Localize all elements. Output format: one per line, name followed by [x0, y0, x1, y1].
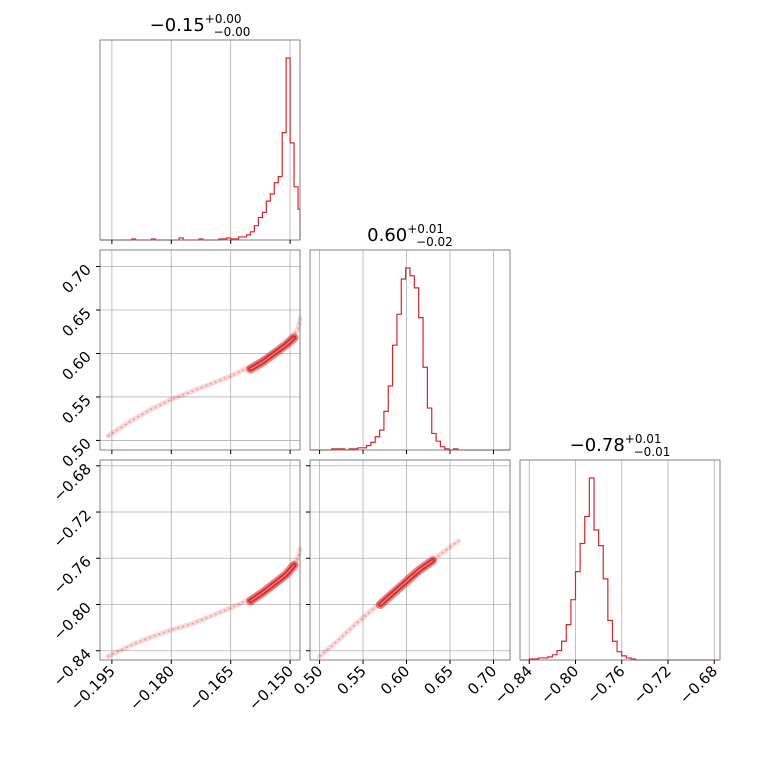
pair-2-3-xtick-label-2: 0.60 [377, 662, 413, 698]
pair-1-3-ytick-label-1: −0.80 [50, 599, 95, 644]
pair-1-3-contour-inner [250, 564, 295, 602]
pair-1-3-ytick-label-3: −0.72 [50, 506, 95, 551]
hist-3-xtick-label-2: −0.76 [583, 662, 628, 707]
pair-1-2-panel: 0.500.550.600.650.70 [58, 249, 303, 471]
pair-2-3-panel: 0.50 0.55 0.60 0.65 0.70 [290, 459, 511, 698]
hist-3-steps [520, 477, 719, 661]
pair-2-3-xtick-label-1: 0.55 [334, 662, 370, 698]
pair-1-2-contour-inner [250, 337, 295, 370]
pair-2-3-xtick-label-3: 0.65 [420, 662, 456, 698]
title-1-minus: −0.00 [214, 25, 251, 39]
title-1-plus: +0.00 [205, 12, 242, 26]
hist-3-xtick-label-4: −0.68 [676, 662, 721, 707]
pair-2-3-contour-inner [380, 560, 433, 605]
hist-2-steps [310, 267, 510, 451]
pair-1-3-frame [99, 459, 301, 661]
hist-3-frame [519, 459, 721, 661]
title-param-3: −0.78+0.01 −0.01 [570, 432, 671, 459]
pair-1-3-density-band [105, 546, 303, 659]
hist-3-xtick-label-3: −0.72 [630, 662, 675, 707]
pair-1-3-xtick-label-3: −0.150 [245, 662, 297, 714]
pair-1-2-frame [99, 249, 301, 451]
title-param-1: −0.15+0.00 −0.00 [150, 12, 251, 39]
hist-1-steps [100, 57, 301, 241]
title-1-median: −0.15 [150, 15, 205, 36]
hist-3-xtick-label-1: −0.80 [537, 662, 582, 707]
pair-1-3-panel: −0.195 −0.180 −0.165 −0.150−0.84−0.80−0.76−… [50, 459, 303, 714]
pair-1-3-contour-mid [248, 562, 297, 604]
title-2-median: 0.60 [367, 225, 407, 246]
title-2-minus: −0.02 [416, 235, 453, 249]
pair-1-2-density-band [105, 316, 303, 439]
pair-1-3-xtick-label-1: −0.180 [126, 662, 178, 714]
pair-1-2-ytick-label-1: 0.55 [58, 391, 94, 427]
title-3-median: −0.78 [570, 435, 625, 456]
title-3-plus: +0.01 [625, 432, 662, 446]
pair-2-3-frame [309, 459, 511, 661]
hist-3-xtick-label-0: −0.84 [491, 662, 536, 707]
title-2-plus: +0.01 [407, 222, 444, 236]
pair-1-2-density-trace [107, 318, 301, 437]
pair-1-2-ytick-label-3: 0.65 [58, 304, 94, 340]
pair-1-3-xtick-label-2: −0.165 [186, 662, 238, 714]
title-param-2: 0.60+0.01 −0.02 [367, 222, 453, 249]
pair-2-3-xtick-label-0: 0.50 [290, 662, 326, 698]
hist-2-frame [309, 249, 511, 451]
hist-2-panel [309, 249, 511, 454]
hist-1-frame [99, 39, 301, 241]
pair-1-2-ytick-label-4: 0.70 [58, 261, 94, 297]
title-3-minus: −0.01 [634, 445, 671, 459]
pair-1-3-ytick-label-2: −0.76 [50, 552, 95, 597]
pair-1-2-ytick-label-2: 0.60 [58, 348, 94, 384]
pair-2-3-density-trace [319, 540, 460, 658]
hist-1-panel [99, 39, 301, 244]
hist-3-panel: −0.84 −0.80 −0.76 −0.72 −0.68 [491, 459, 721, 707]
